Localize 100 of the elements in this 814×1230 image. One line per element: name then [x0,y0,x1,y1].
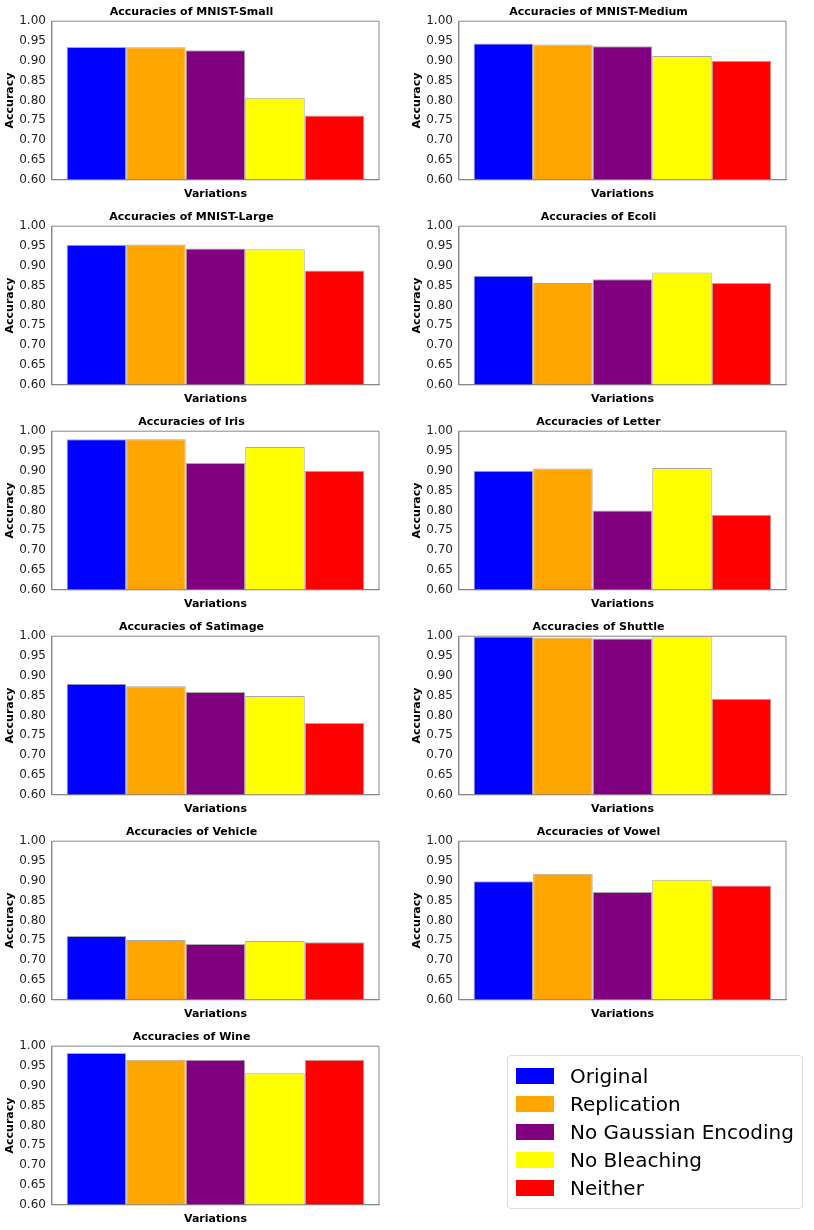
x-axis-title: Variations [591,392,655,406]
y-tick-label: 1.00 [426,13,453,28]
y-tick-label: 0.75 [19,1137,46,1152]
y-tick-label: 0.60 [426,786,453,801]
y-tick-label: 0.95 [426,648,453,663]
x-axis-title: Variations [591,187,655,201]
y-tick-label: 1.00 [426,423,453,438]
chart-title: Accuracies of MNIST-Large [109,210,274,224]
y-axis-title: Accuracy [410,892,424,949]
y-tick-label: 0.70 [426,747,453,762]
y-tick-label: 0.90 [19,52,46,67]
chart-title: Accuracies of Satimage [118,620,265,634]
x-axis-title: Variations [591,802,655,816]
y-tick-label: 0.95 [426,853,453,868]
y-tick-label: 0.90 [426,462,453,477]
y-tick-label: 1.00 [19,1038,46,1053]
legend-label: Replication [570,1092,681,1116]
y-tick-label: 0.65 [19,152,46,167]
y-tick-label: 0.90 [19,872,46,887]
y-tick-label: 0.60 [426,376,453,391]
y-tick-label: 0.75 [426,112,453,127]
y-tick-label: 0.65 [19,767,46,782]
y-tick-label: 0.70 [19,952,46,967]
y-tick-label: 0.90 [426,872,453,887]
y-tick-label: 0.65 [19,562,46,577]
y-tick-label: 0.75 [19,727,46,742]
y-tick-label: 0.60 [426,991,453,1006]
y-tick-label: 0.90 [426,667,453,682]
y-tick-label: 0.85 [19,892,46,907]
y-tick-label: 0.90 [19,1077,46,1092]
x-axis-title: Variations [184,597,248,611]
x-axis-title: Variations [184,802,248,816]
chart-title: Accuracies of Wine [132,1030,251,1044]
legend-label: Original [570,1064,649,1088]
y-tick-label: 0.85 [426,482,453,497]
y-tick-label: 0.90 [19,257,46,272]
y-tick-label: 0.65 [19,1177,46,1192]
y-tick-label: 1.00 [426,833,453,848]
y-tick-label: 0.60 [19,786,46,801]
y-tick-label: 0.70 [426,132,453,147]
y-tick-label: 0.85 [426,687,453,702]
y-tick-label: 0.80 [426,707,453,722]
y-tick-label: 0.80 [426,912,453,927]
y-tick-label: 0.80 [19,502,46,517]
y-tick-label: 0.95 [19,853,46,868]
y-tick-label: 0.65 [19,972,46,987]
y-tick-label: 0.85 [426,72,453,87]
chart-title: Accuracies of Ecoli [540,210,657,224]
x-axis-title: Variations [591,597,655,611]
y-tick-label: 0.65 [426,562,453,577]
y-tick-label: 1.00 [19,13,46,28]
y-tick-label: 0.60 [19,991,46,1006]
y-tick-label: 0.80 [426,92,453,107]
y-tick-label: 0.70 [19,337,46,352]
y-tick-label: 0.60 [19,376,46,391]
x-axis-title: Variations [184,392,248,406]
y-tick-label: 1.00 [19,423,46,438]
y-tick-label: 0.70 [426,952,453,967]
y-tick-label: 0.75 [426,522,453,537]
x-axis-title: Variations [184,187,248,201]
y-tick-label: 0.65 [426,152,453,167]
chart-title: Accuracies of Shuttle [532,620,665,634]
y-tick-label: 0.90 [19,667,46,682]
y-tick-label: 0.60 [426,581,453,596]
chart-title: Accuracies of MNIST-Small [109,5,274,19]
chart-title: Accuracies of Iris [138,415,246,429]
y-tick-label: 0.60 [19,581,46,596]
y-axis-title: Accuracy [410,277,424,334]
y-tick-label: 1.00 [19,218,46,233]
y-tick-label: 0.95 [19,238,46,253]
y-tick-label: 0.80 [426,297,453,312]
y-tick-label: 0.90 [19,462,46,477]
chart-title: Accuracies of Vowel [536,825,661,839]
y-axis-title: Accuracy [3,277,17,334]
y-tick-label: 0.95 [19,443,46,458]
y-tick-label: 0.85 [426,892,453,907]
y-tick-label: 0.95 [426,238,453,253]
y-axis-title: Accuracy [410,482,424,539]
y-tick-label: 0.65 [426,357,453,372]
x-axis-title: Variations [184,1212,248,1226]
y-tick-label: 0.95 [19,1058,46,1073]
y-tick-label: 0.85 [19,482,46,497]
y-axis-title: Accuracy [410,687,424,744]
y-tick-label: 0.80 [19,912,46,927]
legend-label: No Bleaching [570,1148,702,1172]
y-tick-label: 1.00 [19,628,46,643]
y-tick-label: 0.85 [19,687,46,702]
y-tick-label: 0.95 [19,648,46,663]
y-tick-label: 0.75 [19,317,46,332]
y-tick-label: 0.65 [426,972,453,987]
y-tick-label: 0.75 [19,112,46,127]
y-tick-label: 0.80 [19,297,46,312]
y-tick-label: 0.75 [426,727,453,742]
y-axis-title: Accuracy [3,72,17,129]
y-tick-label: 0.80 [19,92,46,107]
x-axis-title: Variations [184,1007,248,1021]
y-tick-label: 0.70 [19,132,46,147]
y-tick-label: 0.60 [426,171,453,186]
chart-title: Accuracies of Letter [536,415,662,429]
y-tick-label: 0.75 [426,317,453,332]
